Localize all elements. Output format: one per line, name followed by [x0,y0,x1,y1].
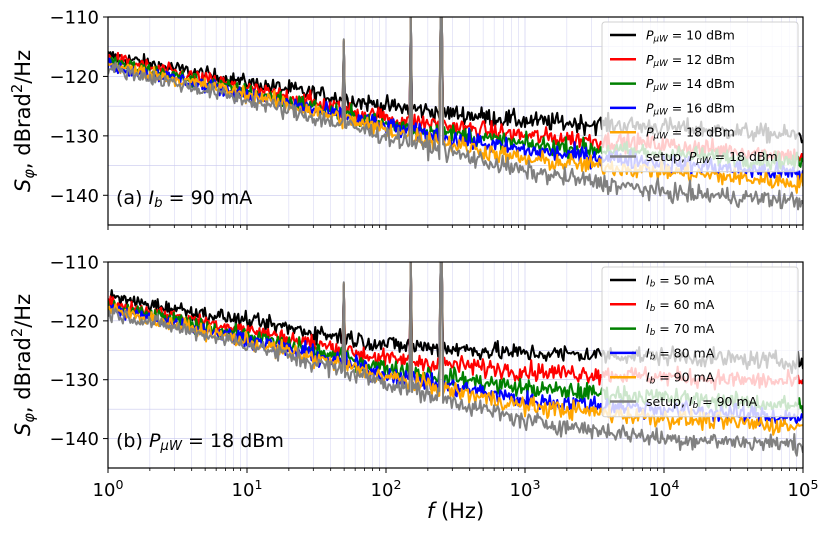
legend-frame [601,21,799,173]
x-axis-label: f (Hz) [427,499,484,523]
x-tick-label: 103 [510,477,541,501]
panel-label: (b) PμW = 18 dBm [116,430,284,454]
axes-frame [107,16,804,226]
x-tick-label: 102 [371,477,402,501]
legend-frame [601,266,799,418]
legend-label: PμW = 12 dBm [646,52,735,69]
legend-label: PμW = 14 dBm [646,76,735,93]
y-axis-label: Sφ, dBrad2/Hz [9,50,38,192]
x-tick-label: 101 [232,477,263,501]
legend-label: Ib = 60 mA [646,297,715,314]
legend-label: PμW = 10 dBm [646,28,735,45]
panel-label: (a) Ib = 90 mA [116,187,252,211]
legend-label: setup, PμW = 18 dBm [646,149,778,166]
series-line-5 [108,262,803,436]
legend-label: PμW = 18 dBm [646,125,735,142]
x-tick-label: 100 [93,477,124,501]
legend-label: Ib = 50 mA [646,273,715,290]
y-tick-label: −140 [50,429,99,450]
y-tick-label: −110 [50,253,99,274]
y-tick-label: −110 [50,8,99,29]
y-tick-label: −120 [50,67,99,88]
y-axis-label: Sφ, dBrad2/Hz [9,294,38,436]
series-line-6 [108,262,803,457]
legend-label: setup, Ib = 90 mA [646,394,758,411]
legend-label: Ib = 80 mA [646,345,715,362]
legend: Ib = 50 mA Ib = 60 mA Ib = 70 mA Ib = 80 mA… [601,266,799,418]
legend-label: Ib = 90 mA [646,370,715,387]
legend-label: Ib = 70 mA [646,321,715,338]
legend: PμW = 10 dBm PμW = 12 dBm PμW = 14 dBm PμW … [601,21,799,173]
x-tick-label: 105 [788,477,819,501]
panel-b: −140 −130 −120 −110 100 101 102 103 104 105 Sφ, dB… [9,253,819,502]
axes-frame [107,261,804,469]
y-tick-label: −130 [50,370,99,391]
panel-a: −140 −130 −120 −110 Sφ, dBrad2/Hz (a) Ib = 90… [9,8,804,230]
y-tick-label: −140 [50,186,99,207]
x-tick-label: 104 [649,477,680,501]
series-line-6 [108,17,803,211]
y-tick-label: −120 [50,311,99,332]
legend-label: PμW = 16 dBm [646,100,735,117]
y-tick-label: −130 [50,126,99,147]
